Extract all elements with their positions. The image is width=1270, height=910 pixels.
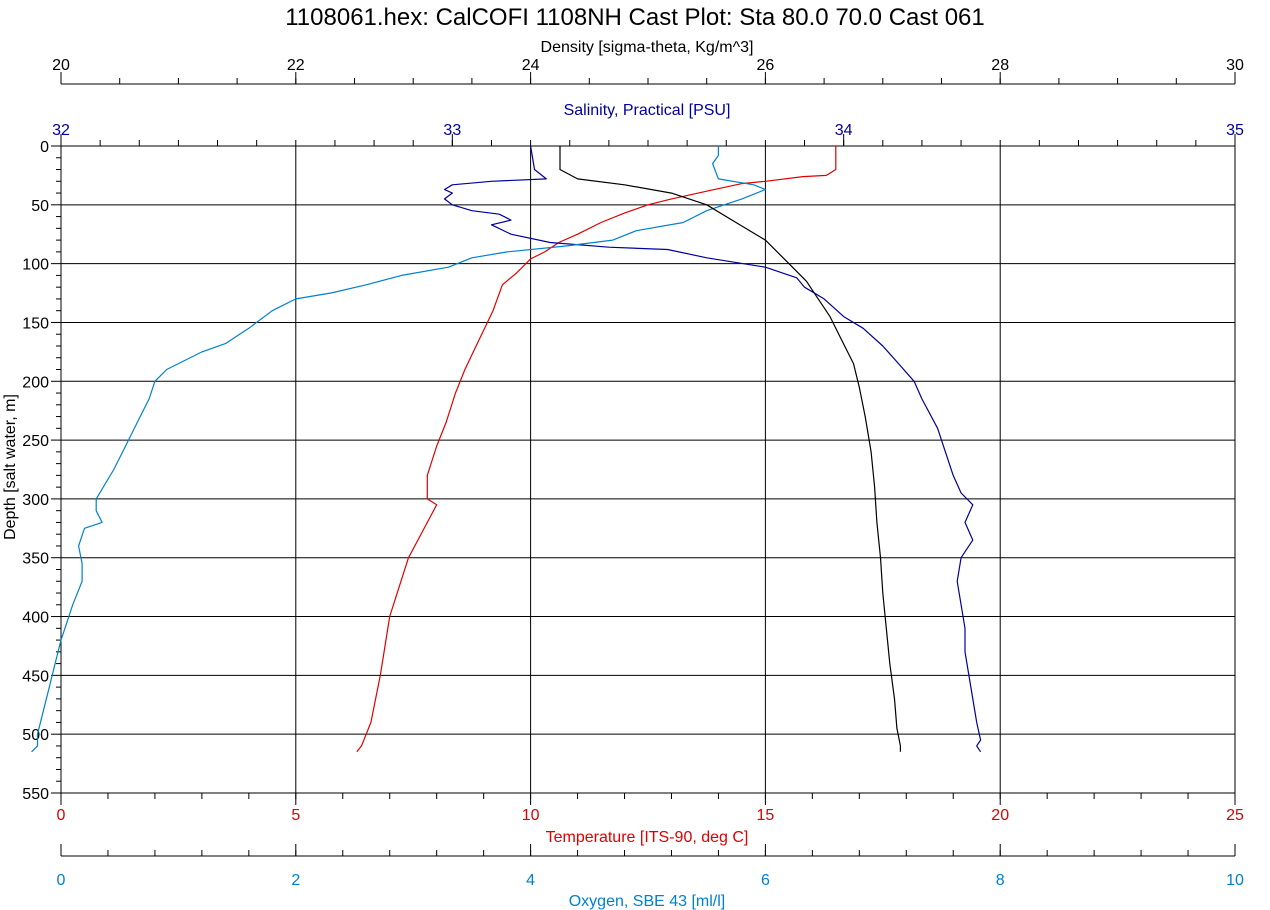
oxygen-axis-label: Oxygen, SBE 43 [ml/l] — [569, 893, 726, 910]
oxygen-tick-label: 4 — [526, 872, 535, 889]
density-tick-label: 26 — [757, 57, 775, 74]
plot-frame — [60, 145, 1236, 794]
density-tick-label: 30 — [1226, 57, 1244, 74]
salinity-tick-label: 35 — [1226, 122, 1244, 139]
depth-tick-label: 50 — [31, 198, 49, 215]
density-tick-label: 28 — [991, 57, 1009, 74]
depth-tick-label: 250 — [22, 433, 49, 450]
temperature-tick-label: 25 — [1226, 807, 1244, 824]
temperature-tick-label: 0 — [57, 807, 66, 824]
depth-tick-label: 300 — [22, 492, 49, 509]
oxygen-tick-label: 8 — [996, 872, 1005, 889]
grid — [60, 145, 1236, 794]
salinity-profile-line — [443, 145, 982, 753]
density-tick-label: 20 — [52, 57, 70, 74]
depth-tick-label: 200 — [22, 374, 49, 391]
depth-tick-label: 350 — [22, 551, 49, 568]
depth-tick-label: 100 — [22, 257, 49, 274]
salinity-tick-label: 34 — [835, 122, 853, 139]
depth-tick-label: 450 — [22, 668, 49, 685]
density-tick-label: 22 — [287, 57, 305, 74]
temperature-tick-label: 5 — [291, 807, 300, 824]
salinity-axis-label: Salinity, Practical [PSU] — [564, 102, 731, 119]
temperature-tick-label: 20 — [991, 807, 1009, 824]
series — [31, 145, 982, 753]
temperature-axis-label: Temperature [ITS-90, deg C] — [546, 829, 749, 846]
chart-title: 1108061.hex: CalCOFI 1108NH Cast Plot: S… — [285, 4, 985, 31]
oxygen-tick-label: 6 — [761, 872, 770, 889]
density-profile-line — [559, 146, 901, 752]
depth-tick-label: 150 — [22, 315, 49, 332]
temperature-tick-label: 15 — [757, 807, 775, 824]
depth-tick-label: 500 — [22, 727, 49, 744]
depth-tick-label: 550 — [22, 786, 49, 803]
depth-axis-label: Depth [salt water, m] — [2, 394, 19, 540]
depth-tick-label: 400 — [22, 610, 49, 627]
density-tick-label: 24 — [522, 57, 540, 74]
oxygen-tick-label: 2 — [291, 872, 300, 889]
density-axis-label: Density [sigma-theta, Kg/m^3] — [541, 39, 754, 56]
temperature-profile-line — [356, 146, 837, 753]
temperature-tick-label: 10 — [522, 807, 540, 824]
salinity-tick-label: 33 — [443, 122, 461, 139]
oxygen-profile-line — [31, 146, 766, 753]
oxygen-tick-label: 10 — [1226, 872, 1244, 889]
salinity-tick-label: 32 — [52, 122, 70, 139]
oxygen-tick-label: 0 — [57, 872, 66, 889]
depth-tick-label: 0 — [40, 139, 49, 156]
